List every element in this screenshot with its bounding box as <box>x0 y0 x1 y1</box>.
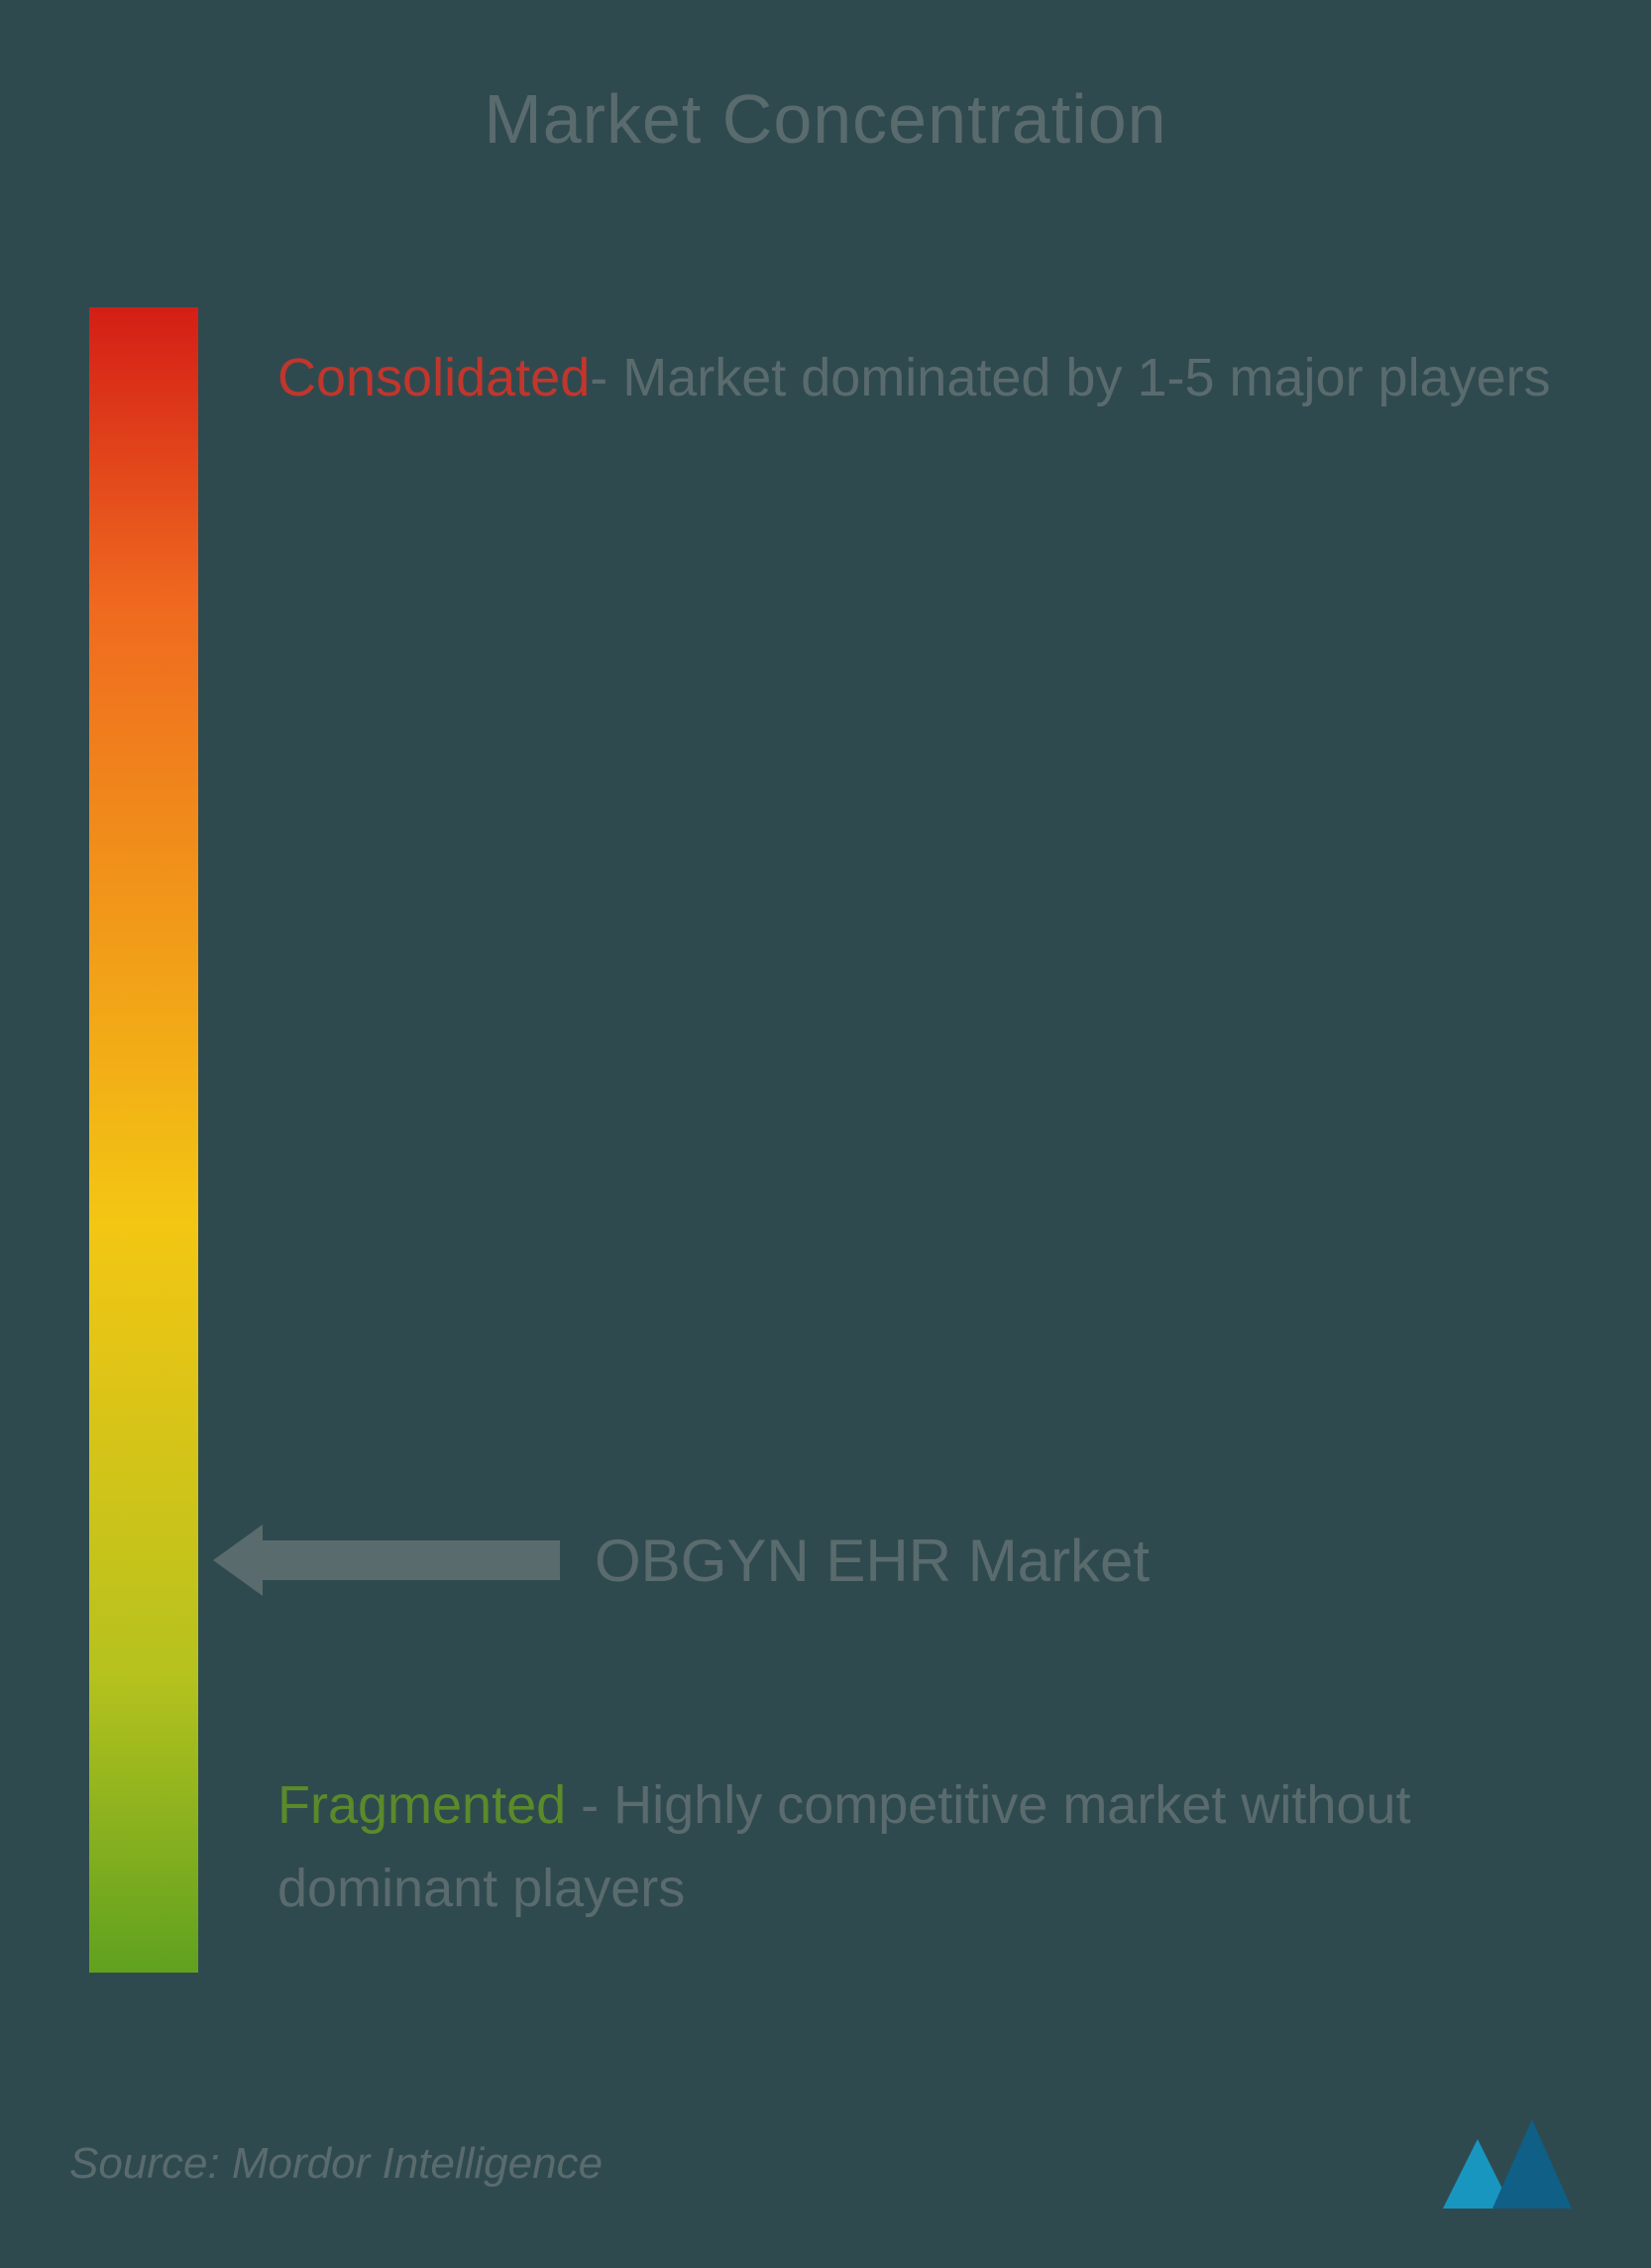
consolidated-lead: Consolidated <box>277 348 590 407</box>
consolidated-description: Consolidated- Market dominated by 1-5 ma… <box>277 337 1562 420</box>
concentration-gradient-bar <box>89 307 198 1973</box>
market-position-label: OBGYN EHR Market <box>595 1527 1150 1595</box>
brand-logo <box>1423 2109 1582 2218</box>
mi-logo-icon <box>1423 2109 1582 2218</box>
fragmented-lead: Fragmented <box>277 1775 566 1835</box>
source-prefix: Source: <box>69 2139 232 2188</box>
page-title: Market Concentration <box>0 79 1651 159</box>
arrow-left-icon <box>213 1525 263 1596</box>
consolidated-rest: - Market dominated by 1-5 major players <box>590 348 1550 407</box>
fragmented-description: Fragmented - Highly competitive market w… <box>277 1764 1562 1930</box>
market-position-arrow <box>213 1525 560 1596</box>
source-attribution: Source: Mordor Intelligence <box>69 2139 603 2189</box>
source-name: Mordor Intelligence <box>232 2139 603 2188</box>
arrow-shaft <box>263 1540 560 1580</box>
